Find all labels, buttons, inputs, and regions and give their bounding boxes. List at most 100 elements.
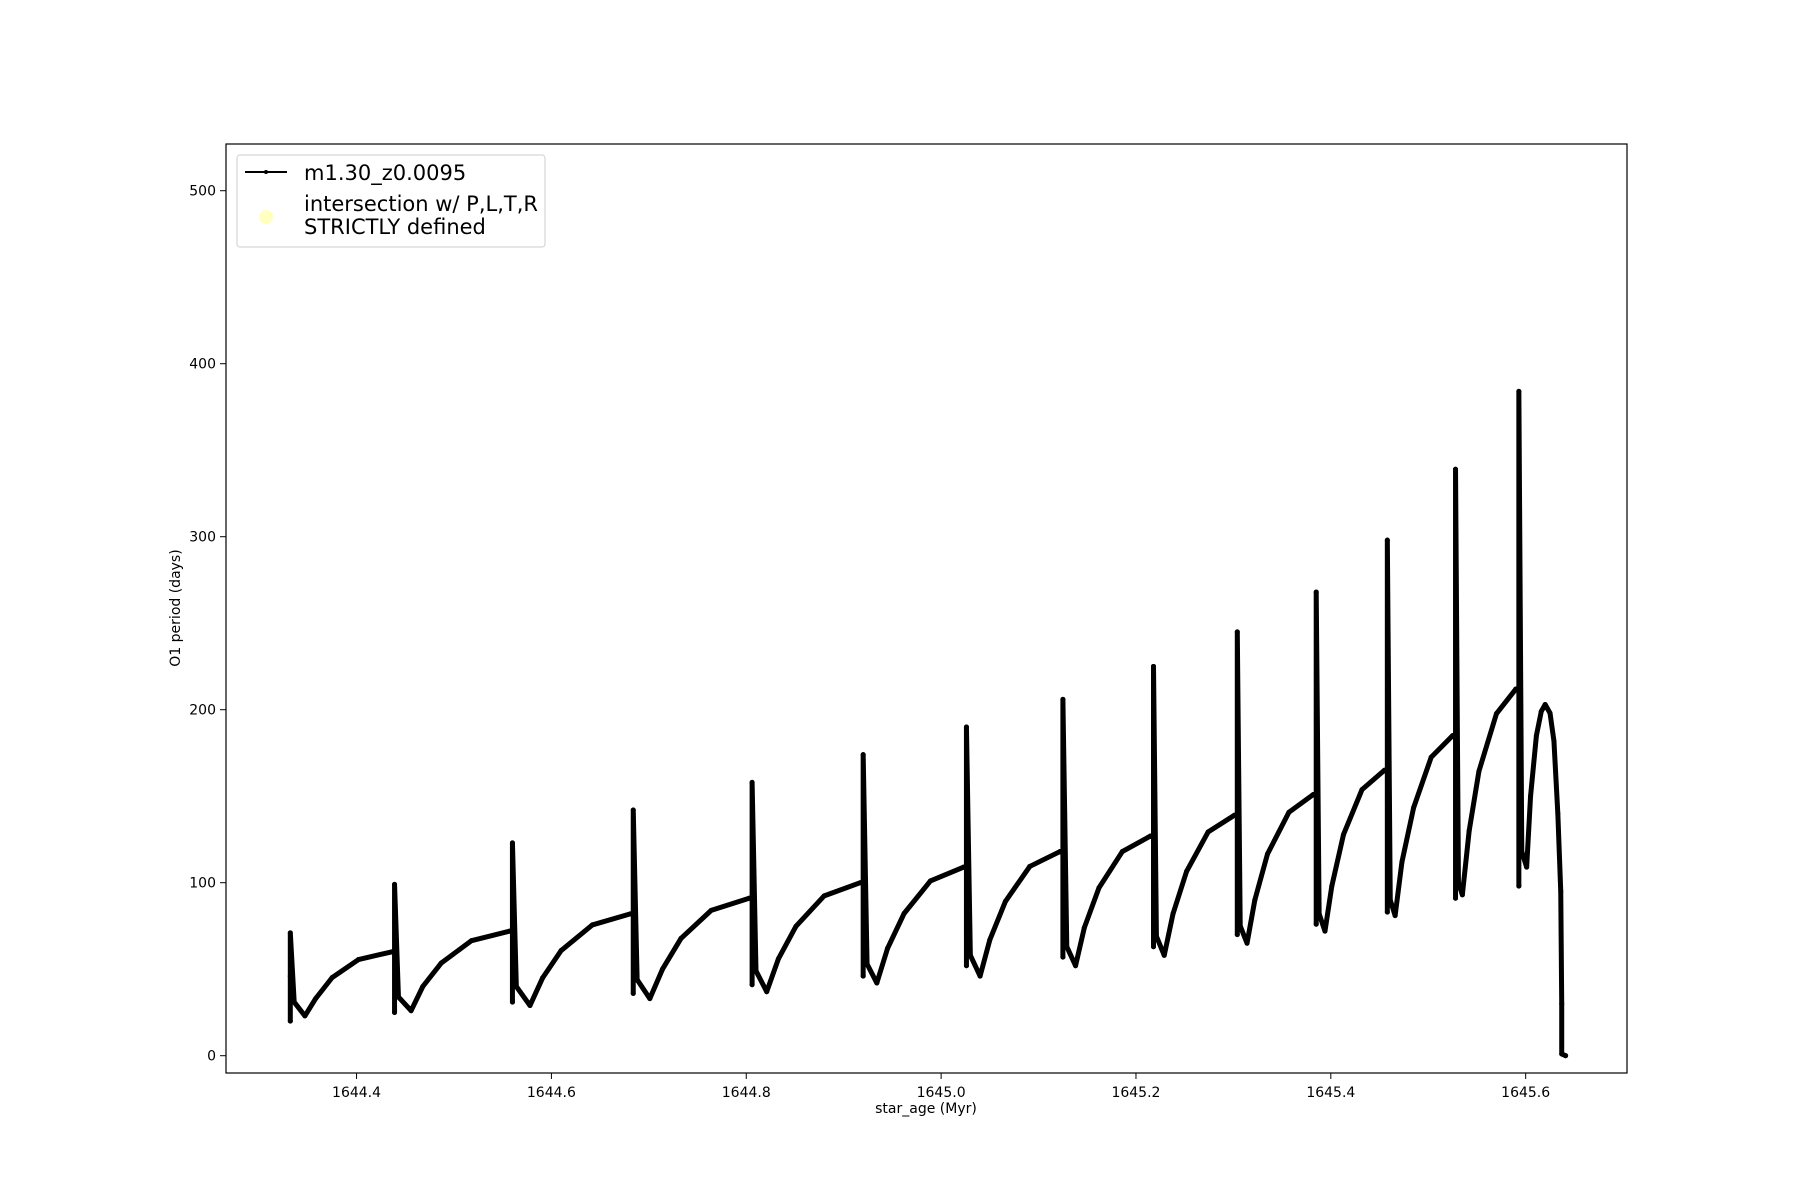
data-point: [860, 973, 866, 979]
data-point: [860, 752, 866, 758]
data-point: [1542, 702, 1548, 708]
data-point: [1547, 710, 1553, 716]
x-tick-label: 1645.2: [1111, 1085, 1160, 1101]
data-point: [1559, 1051, 1565, 1057]
data-point: [821, 893, 827, 899]
data-point: [1551, 738, 1557, 744]
data-point: [287, 973, 293, 979]
x-tick-label: 1645.0: [917, 1085, 966, 1101]
y-tick-label: 0: [207, 1049, 216, 1065]
data-point: [527, 1003, 533, 1009]
data-point: [1519, 849, 1525, 855]
y-tick-label: 400: [189, 357, 216, 373]
data-point: [1153, 933, 1159, 939]
data-point: [1399, 859, 1405, 865]
data-point: [1205, 829, 1211, 835]
data-point: [287, 1018, 293, 1024]
data-point: [659, 966, 665, 972]
legend-label-series: m1.30_z0.0095: [304, 161, 466, 186]
x-tick-label: 1645.4: [1306, 1085, 1355, 1101]
data-point: [1476, 768, 1482, 774]
x-tick-label: 1644.6: [527, 1085, 576, 1101]
data-point: [1316, 911, 1322, 917]
data-point: [287, 930, 293, 936]
data-point: [1538, 708, 1544, 714]
data-point: [513, 984, 519, 990]
x-axis-label: star_age (Myr): [875, 1101, 977, 1117]
data-point: [967, 952, 973, 958]
data-point: [1119, 849, 1125, 855]
x-tick-label: 1645.6: [1501, 1085, 1550, 1101]
legend: m1.30_z0.0095 intersection w/ P,L,T,R ST…: [236, 154, 546, 248]
data-point: [749, 895, 755, 901]
data-point: [1459, 892, 1465, 898]
data-point: [509, 840, 515, 846]
data-point: [963, 963, 969, 969]
data-point: [901, 910, 907, 916]
data-point: [408, 1008, 414, 1014]
data-point: [1064, 944, 1070, 950]
data-point: [1453, 733, 1459, 739]
data-point: [749, 779, 755, 785]
data-point: [1533, 733, 1539, 739]
data-point: [1264, 851, 1270, 857]
series-layer: [287, 388, 1569, 1059]
data-point: [1322, 928, 1328, 934]
y-axis-label: O1 period (days): [168, 549, 184, 666]
data-point: [1060, 849, 1066, 855]
data-point: [1151, 663, 1157, 669]
data-point: [630, 807, 636, 813]
data-point: [1384, 537, 1390, 543]
data-point: [1359, 787, 1365, 793]
y-axis: 0 100 200 300 400 500: [189, 184, 226, 1065]
data-point: [1453, 895, 1459, 901]
y-tick-label: 200: [189, 703, 216, 719]
data-point: [395, 994, 401, 1000]
data-point: [302, 1013, 308, 1019]
data-point: [1313, 921, 1319, 927]
data-point: [678, 935, 684, 941]
data-point: [1466, 828, 1472, 834]
data-point: [963, 864, 969, 870]
data-point: [1392, 913, 1398, 919]
data-point: [885, 945, 891, 951]
data-point: [1516, 883, 1522, 889]
data-point: [589, 922, 595, 928]
x-axis: 1644.4 1644.6 1644.8 1645.0 1645.2 1645.4 1645…: [332, 1073, 1550, 1101]
data-point: [987, 937, 993, 943]
data-point: [1313, 589, 1319, 595]
data-point: [1516, 686, 1522, 692]
data-point: [1184, 868, 1190, 874]
data-point: [438, 960, 444, 966]
data-point: [963, 724, 969, 730]
data-point: [392, 949, 398, 955]
legend-frame: [236, 154, 546, 248]
data-point: [1493, 711, 1499, 717]
data-point: [1329, 883, 1335, 889]
y-tick-label: 300: [189, 530, 216, 546]
data-point: [1428, 754, 1434, 760]
data-point: [793, 923, 799, 929]
plot-area: [226, 144, 1627, 1073]
data-point: [1234, 629, 1240, 635]
data-point: [1027, 863, 1033, 869]
data-point: [558, 948, 564, 954]
data-point: [1002, 898, 1008, 904]
data-point: [1234, 812, 1240, 818]
x-tick-label: 1644.8: [722, 1085, 771, 1101]
data-point: [753, 968, 759, 974]
data-point: [1073, 963, 1079, 969]
data-point: [1340, 832, 1346, 838]
data-point: [1528, 793, 1534, 799]
axes-frame: [225, 143, 1628, 1074]
data-point: [1244, 940, 1250, 946]
data-point: [1555, 811, 1561, 817]
data-point: [420, 984, 426, 990]
data-point: [1096, 885, 1102, 891]
data-point: [764, 989, 770, 995]
data-point: [1411, 805, 1417, 811]
y-tick-label: 500: [189, 184, 216, 200]
data-point: [1237, 923, 1243, 929]
data-point: [1558, 888, 1564, 894]
data-point: [630, 911, 636, 917]
